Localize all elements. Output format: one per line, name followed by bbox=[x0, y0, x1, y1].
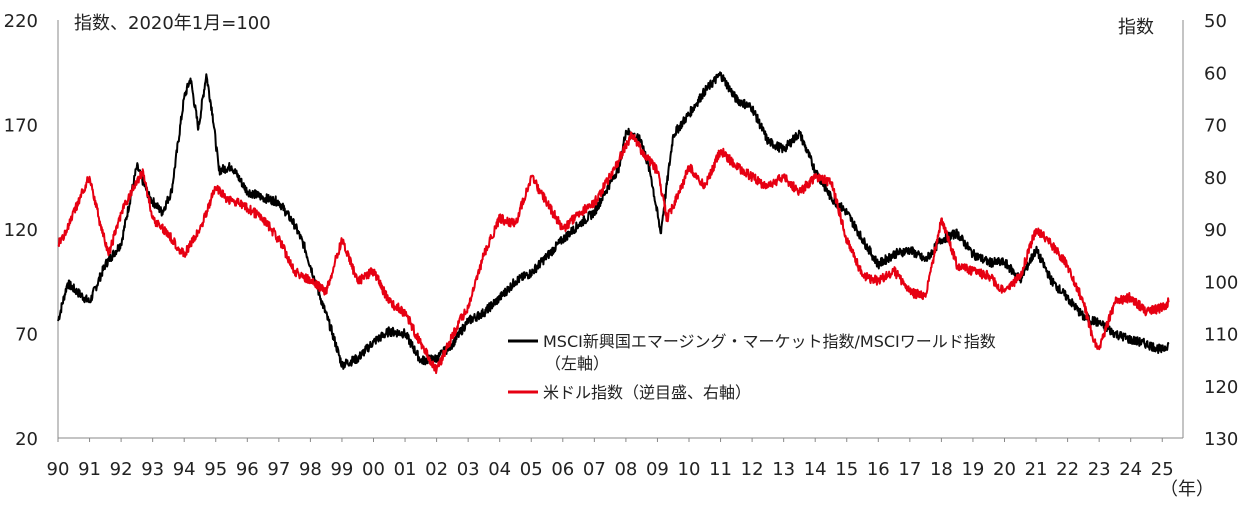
legend: MSCI新興国エマージング・マーケット指数/MSCIワールド指数 （左軸） 米ド… bbox=[508, 332, 996, 402]
x-tick-label: 24 bbox=[1119, 459, 1142, 480]
y-right-tick-label: 130 bbox=[1204, 429, 1238, 450]
left-axis-label: 指数、2020年1月=100 bbox=[74, 13, 271, 34]
x-tick-label: 25 bbox=[1151, 459, 1174, 480]
x-tick-label: 22 bbox=[1056, 459, 1079, 480]
x-tick-label: 00 bbox=[362, 459, 385, 480]
x-tick-label: 90 bbox=[47, 459, 70, 480]
x-tick-label: 03 bbox=[457, 459, 480, 480]
series-line-usd-index bbox=[57, 131, 1170, 375]
x-tick-label: 91 bbox=[78, 459, 101, 480]
x-tick-label: 19 bbox=[961, 459, 984, 480]
x-tick-label: 96 bbox=[236, 459, 259, 480]
x-tick-label: 23 bbox=[1088, 459, 1111, 480]
y-right-tick-label: 120 bbox=[1204, 377, 1238, 398]
y-left-tick-label: 20 bbox=[15, 429, 38, 450]
y-right-tick-label: 110 bbox=[1204, 325, 1238, 346]
y-right-tick-label: 70 bbox=[1204, 116, 1227, 137]
y-left-tick-label: 220 bbox=[4, 11, 38, 32]
x-tick-label: 94 bbox=[173, 459, 196, 480]
x-tick-label: 95 bbox=[204, 459, 227, 480]
x-tick-label: 16 bbox=[867, 459, 890, 480]
x-tick-label: 07 bbox=[583, 459, 606, 480]
x-tick-label: 99 bbox=[330, 459, 353, 480]
x-tick-label: 06 bbox=[551, 459, 574, 480]
x-tick-label: 12 bbox=[741, 459, 764, 480]
x-tick-label: 13 bbox=[772, 459, 795, 480]
x-tick-label: 09 bbox=[646, 459, 669, 480]
x-tick-label: 98 bbox=[299, 459, 322, 480]
y-right-tick-label: 80 bbox=[1204, 168, 1227, 189]
x-tick-label: 10 bbox=[678, 459, 701, 480]
x-tick-label: 17 bbox=[898, 459, 921, 480]
series-layer bbox=[57, 71, 1170, 375]
legend-label-usd: 米ドル指数（逆目盛、右軸） bbox=[543, 383, 751, 402]
x-tick-label: 02 bbox=[425, 459, 448, 480]
right-axis-label: 指数 bbox=[1118, 17, 1154, 38]
legend-label-em-axis: （左軸） bbox=[545, 354, 609, 373]
x-tick-label: 11 bbox=[709, 459, 732, 480]
x-tick-label: 92 bbox=[110, 459, 133, 480]
y-right-tick-label: 50 bbox=[1204, 11, 1227, 32]
x-tick-label: 18 bbox=[930, 459, 953, 480]
x-tick-label: 21 bbox=[1025, 459, 1048, 480]
y-left-tick-label: 120 bbox=[4, 220, 38, 241]
legend-label-em: MSCI新興国エマージング・マーケット指数/MSCIワールド指数 bbox=[543, 332, 996, 351]
x-tick-label: 20 bbox=[993, 459, 1016, 480]
y-right-tick-label: 90 bbox=[1204, 220, 1227, 241]
y-right-tick-label: 100 bbox=[1204, 272, 1238, 293]
x-tick-label: 97 bbox=[267, 459, 290, 480]
x-tick-label: 08 bbox=[614, 459, 637, 480]
y-left-tick-label: 70 bbox=[15, 325, 38, 346]
y-right-tick-label: 60 bbox=[1204, 63, 1227, 84]
y-left-tick-label: 170 bbox=[4, 116, 38, 137]
x-tick-label: 04 bbox=[488, 459, 511, 480]
x-tick-label: 05 bbox=[520, 459, 543, 480]
x-axis-unit: （年） bbox=[1160, 479, 1214, 500]
x-tick-label: 93 bbox=[141, 459, 164, 480]
x-tick-label: 14 bbox=[804, 459, 827, 480]
x-tick-label: 15 bbox=[835, 459, 858, 480]
x-tick-label: 01 bbox=[394, 459, 417, 480]
series-line-em-index bbox=[57, 71, 1170, 370]
